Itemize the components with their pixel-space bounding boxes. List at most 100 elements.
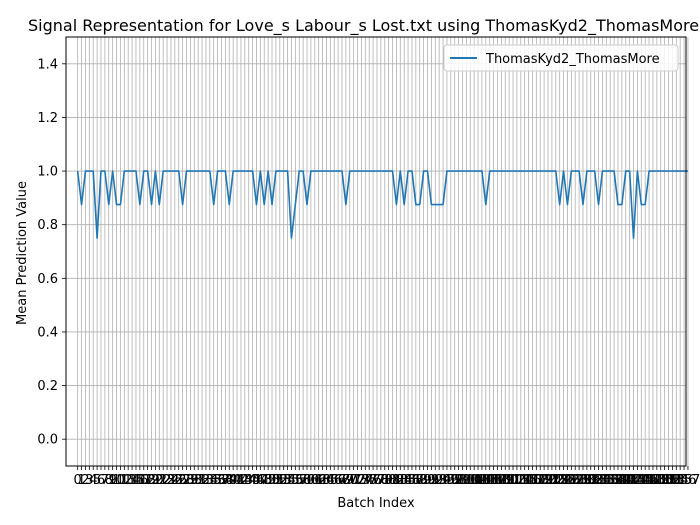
x-tick-label: 73 (353, 473, 370, 488)
x-tick-label: 124 (547, 473, 572, 488)
x-tick-label: 121 (536, 473, 561, 488)
x-tick-label: 131 (574, 473, 599, 488)
x-tick-label: 82 (388, 473, 405, 488)
x-tick-label: 84 (396, 473, 413, 488)
x-tick-label: 139 (606, 473, 631, 488)
x-tick-label: 20 (147, 473, 164, 488)
x-tick-label: 53 (275, 473, 292, 488)
x-tick-label: 125 (551, 473, 576, 488)
x-tick-label: 107 (481, 473, 506, 488)
x-tick-label: 156 (672, 473, 697, 488)
legend-label: ThomasKyd2_ThomasMore (485, 52, 660, 67)
x-tick-label: 36 (209, 473, 226, 488)
x-tick-label: 154 (664, 473, 689, 488)
x-tick-label: 111 (497, 473, 522, 488)
x-tick-label: 122 (539, 473, 564, 488)
y-tick-label: 1.4 (37, 57, 58, 72)
grid-lines (66, 37, 689, 466)
x-tick-label: 133 (582, 473, 607, 488)
x-tick-label: 96 (443, 473, 460, 488)
legend: ThomasKyd2_ThomasMore (443, 44, 679, 72)
x-tick-label: 100 (454, 473, 479, 488)
x-tick-label: 46 (248, 473, 265, 488)
x-tick-label: 85 (400, 473, 417, 488)
x-tick-label: 55 (283, 473, 300, 488)
x-tick-label: 57 (291, 473, 308, 488)
x-tick-label: 25 (167, 473, 184, 488)
x-tick-label: 83 (392, 473, 409, 488)
x-tick-label: 90 (419, 473, 436, 488)
x-tick-label: 123 (543, 473, 568, 488)
x-tick-label: 137 (598, 473, 623, 488)
x-tick-label: 151 (652, 473, 677, 488)
x-tick-label: 67 (330, 473, 347, 488)
x-tick-label: 86 (404, 473, 421, 488)
x-tick-label: 157 (676, 473, 700, 488)
x-tick-label: 27 (174, 473, 191, 488)
x-tick-label: 14 (124, 473, 141, 488)
x-tick-label: 49 (260, 473, 277, 488)
x-tick-label: 104 (470, 473, 495, 488)
x-tick-label: 5 (93, 473, 101, 488)
x-tick-label: 138 (602, 473, 627, 488)
y-tick-label: 1.0 (37, 165, 58, 180)
x-tick-label: 19 (143, 473, 160, 488)
x-tick-label: 78 (373, 473, 390, 488)
x-tick-label: 70 (341, 473, 358, 488)
x-tick-label: 126 (555, 473, 580, 488)
x-tick-label: 81 (384, 473, 401, 488)
x-tick-label: 16 (132, 473, 149, 488)
plot-frame (65, 36, 687, 467)
x-tick-label: 146 (633, 473, 658, 488)
x-tick-label: 79 (376, 473, 393, 488)
x-tick-label: 42 (233, 473, 250, 488)
x-tick-label: 6 (97, 473, 105, 488)
x-tick-label: 1 (77, 473, 85, 488)
x-tick-label: 56 (287, 473, 304, 488)
x-tick-label: 93 (431, 473, 448, 488)
x-tick-label: 17 (135, 473, 152, 488)
x-tick-label: 61 (307, 473, 324, 488)
x-axis-label: Batch Index (337, 496, 415, 511)
x-tick-label: 127 (559, 473, 584, 488)
x-tick-label: 12 (116, 473, 133, 488)
x-tick-label: 89 (415, 473, 432, 488)
x-tick-label: 45 (244, 473, 261, 488)
x-tick-label: 119 (528, 473, 553, 488)
x-tick-label: 63 (314, 473, 331, 488)
x-tick-label: 155 (668, 473, 693, 488)
x-tick-label: 99 (454, 473, 471, 488)
x-tick-label: 8 (105, 473, 113, 488)
x-tick-label: 115 (512, 473, 537, 488)
chart-title: Signal Representation for Love_s Labour_… (28, 16, 699, 36)
x-tick-label: 32 (194, 473, 211, 488)
x-tick-label: 91 (423, 473, 440, 488)
x-tick-label: 11 (112, 473, 129, 488)
x-tick-label: 114 (508, 473, 533, 488)
x-tick-label: 101 (458, 473, 483, 488)
x-tick-label: 95 (439, 473, 456, 488)
x-tick-label: 68 (334, 473, 351, 488)
x-tick-label: 7 (101, 473, 109, 488)
x-tick-label: 140 (609, 473, 634, 488)
x-tick-label: 87 (408, 473, 425, 488)
x-tick-label: 64 (318, 473, 335, 488)
x-tick-label: 69 (338, 473, 355, 488)
x-tick-label: 2 (81, 473, 89, 488)
legend-box (443, 44, 679, 72)
y-axis-label: Mean Prediction Value (15, 181, 30, 325)
x-tick-label: 105 (473, 473, 498, 488)
y-tick-label: 0.2 (37, 379, 58, 394)
x-tick-label: 117 (520, 473, 545, 488)
y-tick-label: 0.8 (37, 218, 58, 233)
x-tick-label: 135 (590, 473, 615, 488)
x-tick-label: 41 (229, 473, 246, 488)
x-tick-label: 28 (178, 473, 195, 488)
x-tick-label: 38 (217, 473, 234, 488)
x-tick-label: 110 (493, 473, 518, 488)
x-tick-label: 152 (656, 473, 681, 488)
x-tick-label: 74 (357, 473, 374, 488)
x-tick-label: 94 (435, 473, 452, 488)
x-tick-label: 116 (516, 473, 541, 488)
x-tick-label: 48 (256, 473, 273, 488)
